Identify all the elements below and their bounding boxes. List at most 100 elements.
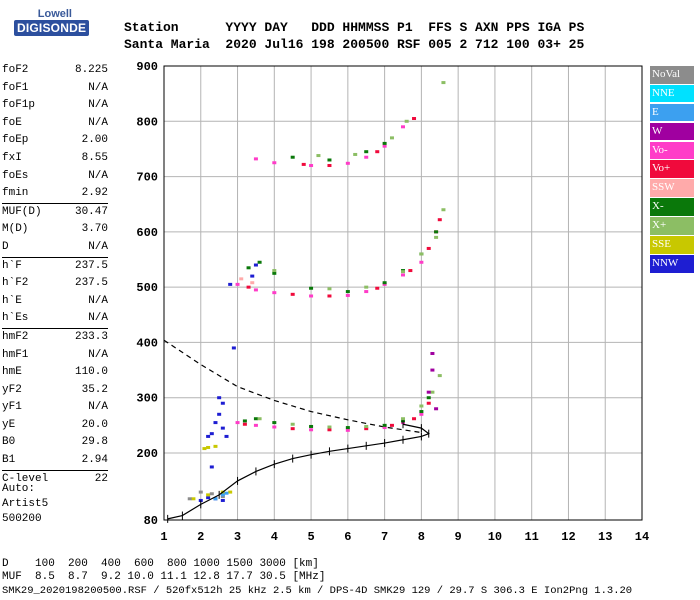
param-label: yF2 (2, 383, 22, 396)
data-point (364, 155, 369, 159)
data-point (228, 490, 233, 494)
data-point (253, 423, 258, 427)
param-value: N/A (88, 169, 108, 182)
data-point (426, 401, 431, 405)
data-point (213, 497, 218, 501)
param-value: 2.94 (81, 454, 108, 467)
auto-artist: Artist5 (2, 498, 49, 510)
data-point (419, 260, 424, 264)
y-tick-label: 500 (136, 281, 158, 295)
header-labels: Station YYYY DAY DDD HHMMSS P1 FFS S AXN… (124, 20, 585, 35)
data-point (345, 426, 350, 430)
data-point (224, 491, 229, 495)
data-point (430, 351, 435, 355)
data-point (220, 426, 225, 430)
param-value: N/A (88, 240, 108, 253)
data-point (253, 157, 258, 161)
data-point (272, 269, 277, 273)
param-label: h`F2 (2, 277, 29, 290)
data-point (327, 425, 332, 429)
data-point (309, 424, 314, 428)
param-label: h`E (2, 294, 22, 307)
x-tick-label: 4 (271, 530, 278, 544)
param-label: M(D) (2, 223, 29, 236)
x-tick-label: 6 (344, 530, 351, 544)
data-point (382, 281, 387, 285)
data-point (290, 292, 295, 296)
param-label: h`F (2, 259, 22, 272)
data-point (272, 291, 277, 295)
data-point (437, 374, 442, 378)
data-point (426, 396, 431, 400)
data-point (272, 421, 277, 425)
data-point (253, 288, 258, 292)
param-row: hmE 110.0 (2, 364, 108, 382)
legend-item: Vo+ (650, 160, 694, 179)
param-label: foF1p (2, 99, 36, 112)
data-point (412, 417, 417, 421)
data-point (209, 432, 214, 436)
param-row: yE 20.0 (2, 417, 108, 435)
legend-item: E (650, 103, 694, 122)
data-point (401, 417, 405, 421)
data-point (375, 286, 380, 290)
muf-curve (163, 339, 422, 434)
auto-code: 500200 (2, 513, 42, 525)
data-point (419, 252, 424, 256)
data-point (408, 269, 413, 273)
x-tick-label: 7 (381, 530, 388, 544)
param-row: h`E N/A (2, 293, 108, 311)
param-value: 35.2 (81, 383, 108, 396)
data-point (309, 286, 314, 290)
param-value: 8.55 (81, 151, 108, 164)
param-value: N/A (88, 294, 108, 307)
param-label: fmin (2, 187, 29, 200)
param-row: foE N/A (2, 115, 108, 133)
param-value: N/A (88, 401, 108, 414)
param-row: foEs N/A (2, 168, 108, 186)
y-tick-label: 600 (136, 226, 158, 240)
data-point (309, 294, 314, 298)
data-point (401, 125, 405, 129)
param-label: D (2, 240, 9, 253)
data-point (246, 285, 251, 289)
data-point (419, 410, 424, 414)
param-label: MUF(D) (2, 205, 42, 218)
data-point (401, 270, 405, 274)
y-tick-label: 900 (136, 60, 158, 74)
param-label: hmE (2, 366, 22, 379)
param-label: foEp (2, 134, 29, 147)
param-value: 237.5 (74, 259, 108, 272)
data-point (419, 412, 424, 416)
param-row: h`F2 237.5 (2, 275, 108, 293)
param-row: h`Es N/A (2, 310, 108, 328)
footer-muf: MUF 8.5 8.7 9.2 10.0 11.1 12.8 17.7 30.5… (2, 571, 326, 583)
data-point (235, 282, 240, 286)
param-value: N/A (88, 99, 108, 112)
legend-item: X- (650, 198, 694, 216)
data-point (231, 346, 236, 350)
x-tick-label: 11 (524, 530, 538, 544)
data-point (198, 490, 203, 494)
x-tick-label: 13 (598, 530, 612, 544)
polarization-legend: NoVal NNE E W Vo- Vo+ SSW X- X+ SSE NNW (650, 66, 694, 274)
data-point (316, 154, 321, 158)
data-point (382, 423, 387, 427)
param-row: yF2 35.2 (2, 382, 108, 400)
data-point (419, 404, 424, 408)
auto-label: Auto: (2, 483, 36, 495)
param-label: hmF2 (2, 330, 29, 343)
y-tick-label: 700 (136, 171, 158, 185)
footer-distance: D 100 200 400 600 800 1000 1500 3000 [km… (2, 558, 319, 570)
param-label: foF1 (2, 81, 29, 94)
data-point (220, 401, 225, 405)
param-label: h`Es (2, 312, 29, 325)
param-row: fxI 8.55 (2, 150, 108, 168)
legend-item: SSE (650, 236, 694, 254)
data-point (382, 141, 387, 145)
data-point (239, 277, 244, 281)
data-point (345, 293, 350, 297)
param-value: 233.3 (74, 330, 108, 343)
data-point (345, 161, 350, 165)
